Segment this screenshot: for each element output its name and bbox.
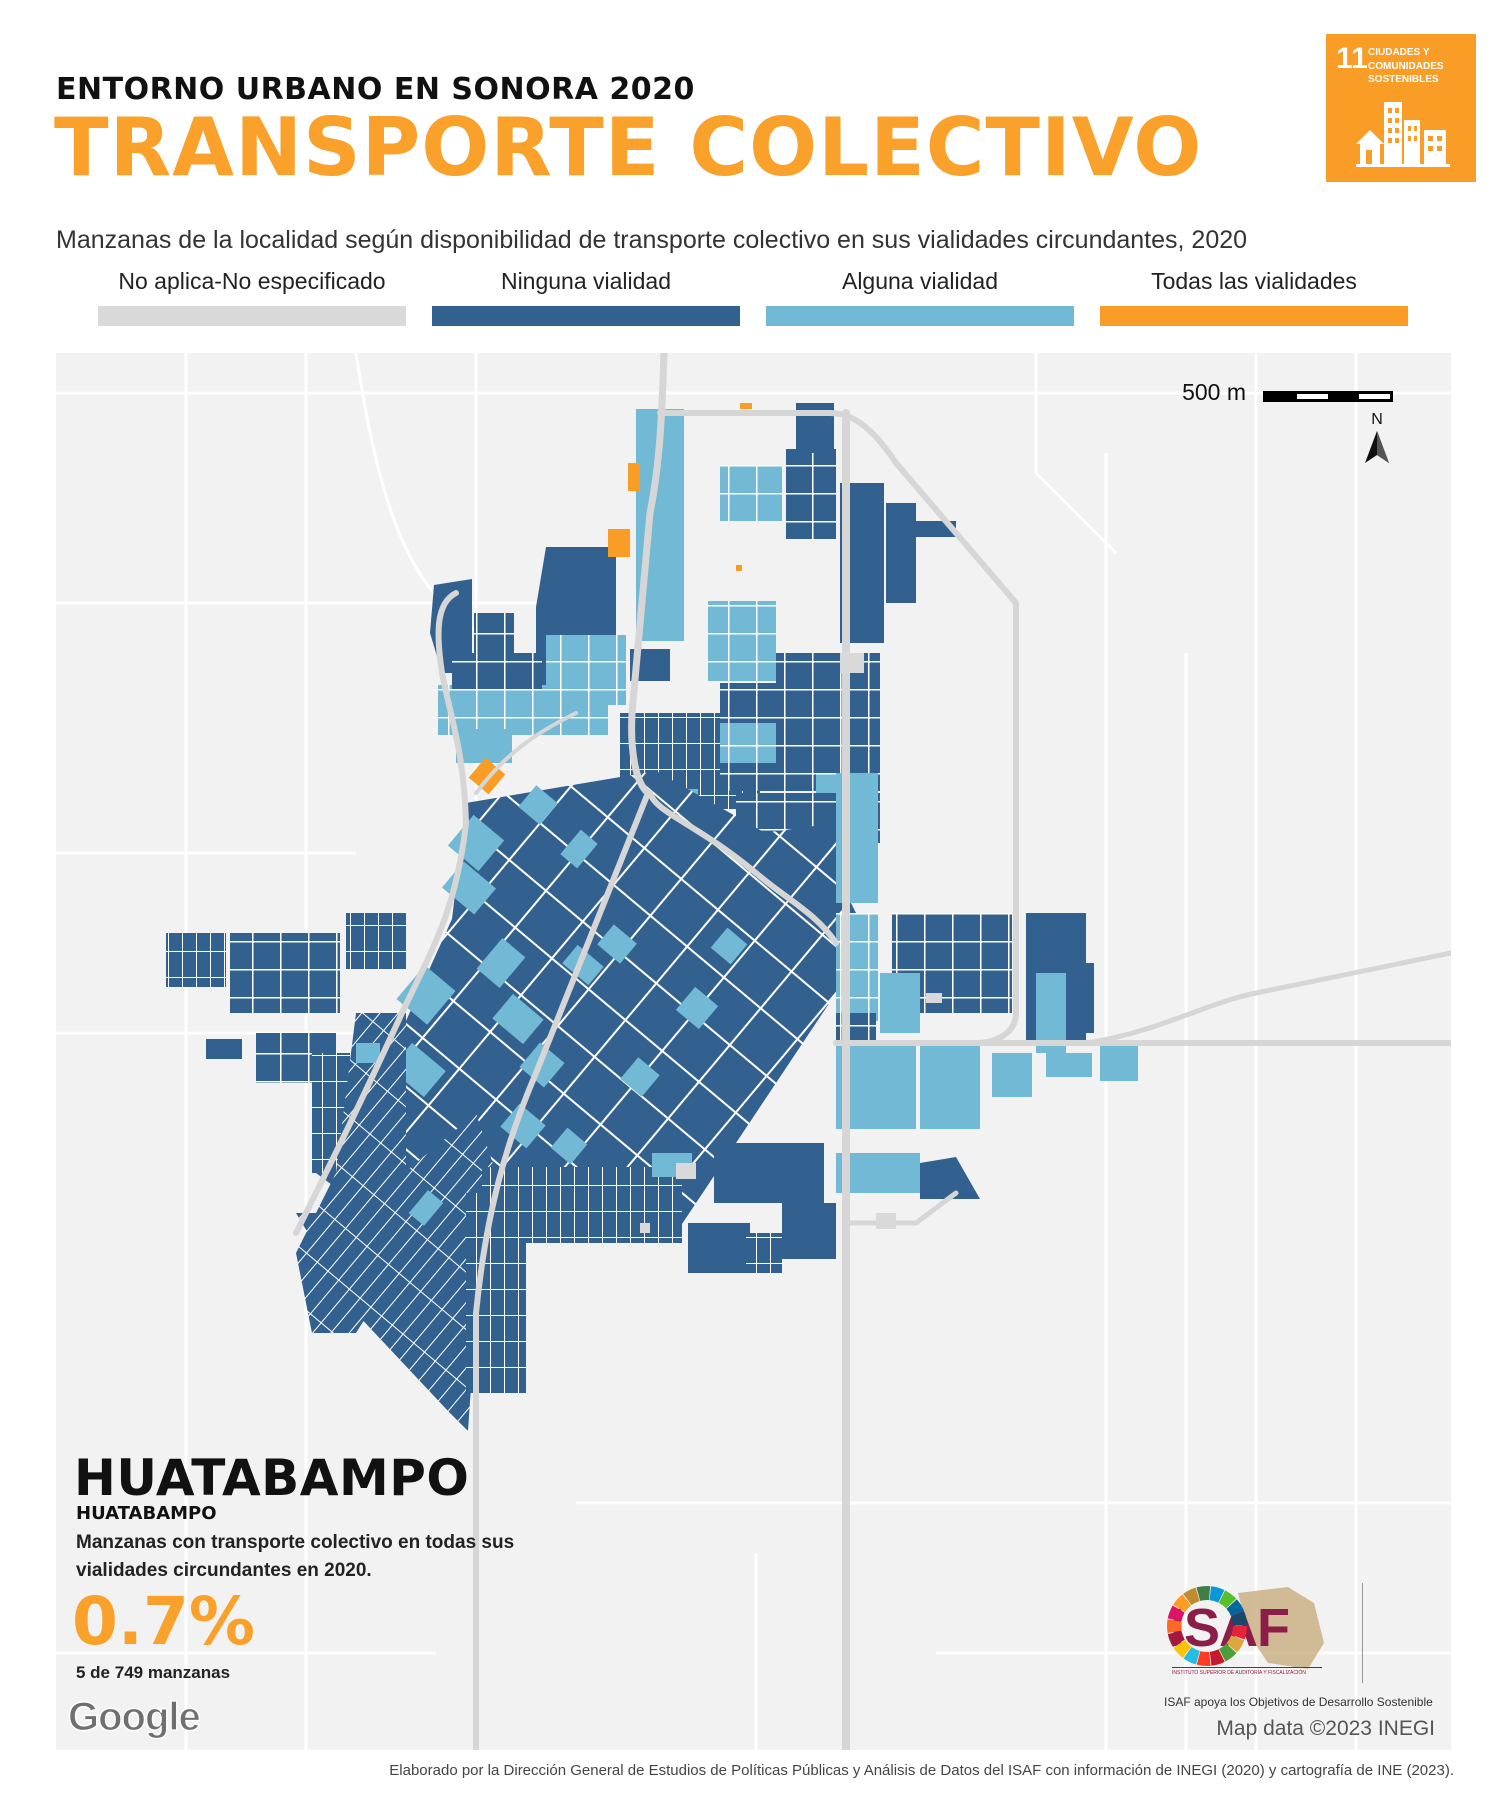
east-blocks [836,773,1138,1199]
block-ninguna [886,503,956,603]
block-alguna [438,685,608,735]
block-ninguna [230,933,340,1013]
block-ninguna [782,1203,836,1259]
sdg-wheel-icon [1167,1586,1247,1666]
block-alguna [1036,973,1066,1053]
legend-swatch [1100,306,1408,326]
legend-label: Alguna vialidad [841,268,998,294]
block-ninguna [714,1143,824,1203]
block-alguna [408,1190,444,1226]
map-attribution: Map data ©2023 INEGI [1216,1717,1435,1740]
block-alguna [1046,1053,1092,1077]
center-blocks [316,771,856,1233]
legend-swatch [432,306,740,326]
legend-item-ninguna: Ninguna vialidad [432,268,740,328]
block-ninguna [166,933,226,987]
block-ninguna [688,1223,750,1273]
legend-label: Todas las vialidades [1151,268,1357,294]
page-title: TRANSPORTE COLECTIVO [54,101,1203,194]
sdg-11-badge: 11 CIUDADES Y COMUNIDADES SOSTENIBLES [1326,34,1476,182]
block-alguna [992,1053,1032,1097]
block-ninguna [616,823,836,983]
block-todas [608,529,630,557]
block-ninguna [786,449,836,539]
block-todas [628,463,640,491]
isaf-fullname: INSTITUTO SUPERIOR DE AUDITORÍA Y FISCAL… [1172,1667,1322,1676]
isaf-caption: ISAF apoya los Objetivos de Desarrollo S… [1164,1695,1433,1709]
block-alguna [720,723,776,763]
main-roads [293,353,1451,1750]
legend-item-no-aplica: No aplica-No especificado [98,268,406,328]
block-ninguna [650,1203,680,1243]
map-canvas[interactable] [56,353,1451,1750]
block-alguna [456,729,512,763]
block-alguna [880,973,920,1033]
block-ninguna [452,653,542,689]
block-ninguna [920,1157,980,1199]
block-alguna [356,1043,380,1063]
isaf-logos: ISAF INSTITUTO SUPERIOR DE AUDITORÍA Y F… [1164,1583,1433,1750]
block-todas [740,403,752,409]
north-arrow-icon [1365,431,1389,463]
legend: No aplica-No especificado Ninguna vialid… [98,268,1408,328]
percentage-value: 0.7% [72,1583,256,1660]
block-alguna [720,465,782,521]
na-blocks [640,653,942,1233]
north-arrow: N [1357,411,1397,471]
city-icon [1356,102,1450,167]
block-todas [736,565,742,571]
block-count: 5 de 749 manzanas [76,1663,231,1682]
subtitle: Manzanas de la localidad según disponibi… [56,226,1248,254]
locality-description: Manzanas con transporte colectivo en tod… [76,1532,515,1581]
legend-swatch [766,306,1074,326]
sdg-text: CIUDADES Y COMUNIDADES SOSTENIBLES [1368,47,1444,85]
municipality-name: HUATABAMPO [76,1503,217,1524]
sdg-number: 11 [1336,42,1368,75]
legend-item-todas: Todas las vialidades [1100,268,1408,328]
footer-credit: Elaborado por la Dirección General de Es… [389,1762,1454,1779]
scale-bar: 500 m [1101,377,1421,407]
legend-item-alguna: Alguna vialidad [766,268,1074,328]
legend-swatch [98,306,406,326]
block-ninguna [296,1113,496,1431]
map[interactable]: 500 m N HUATABAMPO HUATABAMPO Manzanas c… [56,353,1451,1750]
scale-bar-graphic [1263,391,1393,402]
kicker-title: ENTORNO URBANO EN SONORA 2020 [56,72,695,107]
south-blocks [482,1143,836,1273]
legend-label: Ninguna vialidad [500,268,672,294]
block-ninguna [746,1233,782,1273]
block-alguna [920,1045,980,1129]
logo-divider [1362,1583,1363,1683]
block-alguna [1100,1045,1138,1081]
google-logo: Google [67,1694,201,1739]
locality-name: HUATABAMPO [74,1449,470,1507]
block-ninguna [1074,963,1094,1033]
block-alguna [708,601,776,681]
block-ninguna [346,913,406,969]
north-label: N [1371,411,1383,428]
sonora-map-icon [1238,1587,1324,1669]
legend-label: No aplica-No especificado [118,268,386,294]
block-ninguna [206,1039,242,1059]
scale-label: 500 m [1182,379,1246,405]
